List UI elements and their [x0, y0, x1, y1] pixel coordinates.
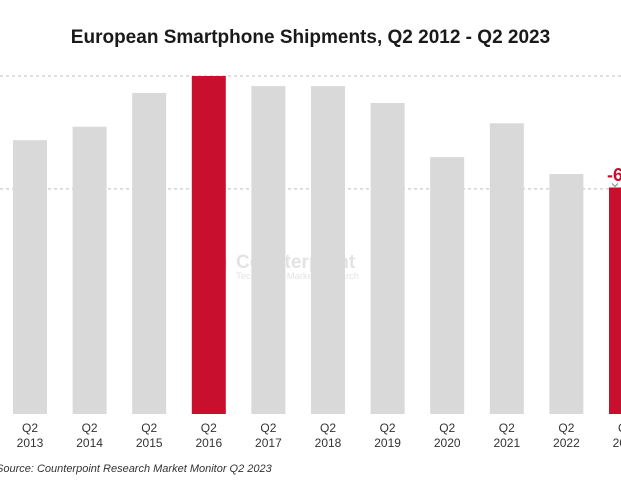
x-tick-label-Q2-2017: Q2 2017 — [255, 421, 282, 450]
bar-Q2-2015 — [132, 92, 167, 415]
bar-Q2-2021 — [489, 123, 524, 415]
bar-Q2-2018 — [311, 86, 345, 414]
x-tick-label-Q2-2019: Q2 2019 — [374, 421, 401, 450]
source-note: Source: Counterpoint Research Market Mon… — [0, 463, 272, 475]
chart-title: European Smartphone Shipments, Q2 2012 -… — [70, 27, 551, 48]
bar-Q2-2013 — [13, 140, 47, 414]
x-tick-label-Q2-2014: Q2 2014 — [76, 421, 103, 450]
bar-Q2-2017 — [251, 86, 286, 414]
bar-Q2-2020 — [430, 157, 465, 414]
yoy-change-callout: -6% — [607, 165, 621, 185]
x-tick-label-Q2-2013: Q2 2013 — [17, 421, 44, 450]
bar-Q2-2023 — [609, 187, 621, 414]
x-tick-label-Q2-2016: Q2 2016 — [195, 421, 222, 450]
change-arrowhead-icon — [611, 183, 619, 188]
x-tick-label-Q2-2018: Q2 2018 — [315, 421, 342, 450]
annotations: -6% — [607, 165, 621, 188]
x-tick-label-Q2-2022: Q2 2022 — [553, 421, 580, 450]
x-tick-labels: Q2 2013 Q2 2014 Q2 2015 Q2 2016 Q2 2017 Q2 2018 Q2 20… — [17, 421, 621, 450]
bar-Q2-2016 — [191, 76, 226, 414]
bar-Q2-2014 — [72, 126, 107, 414]
bar-Q2-2022 — [549, 174, 584, 414]
bars — [13, 76, 621, 415]
bar-Q2-2019 — [370, 103, 405, 414]
x-tick-label-Q2-2020: Q2 2020 — [434, 421, 461, 450]
watermark-subtitle: Technology Market Research — [236, 271, 359, 282]
x-tick-label-Q2-2021: Q2 2021 — [493, 421, 520, 450]
x-tick-label-Q2-2015: Q2 2015 — [136, 421, 163, 450]
